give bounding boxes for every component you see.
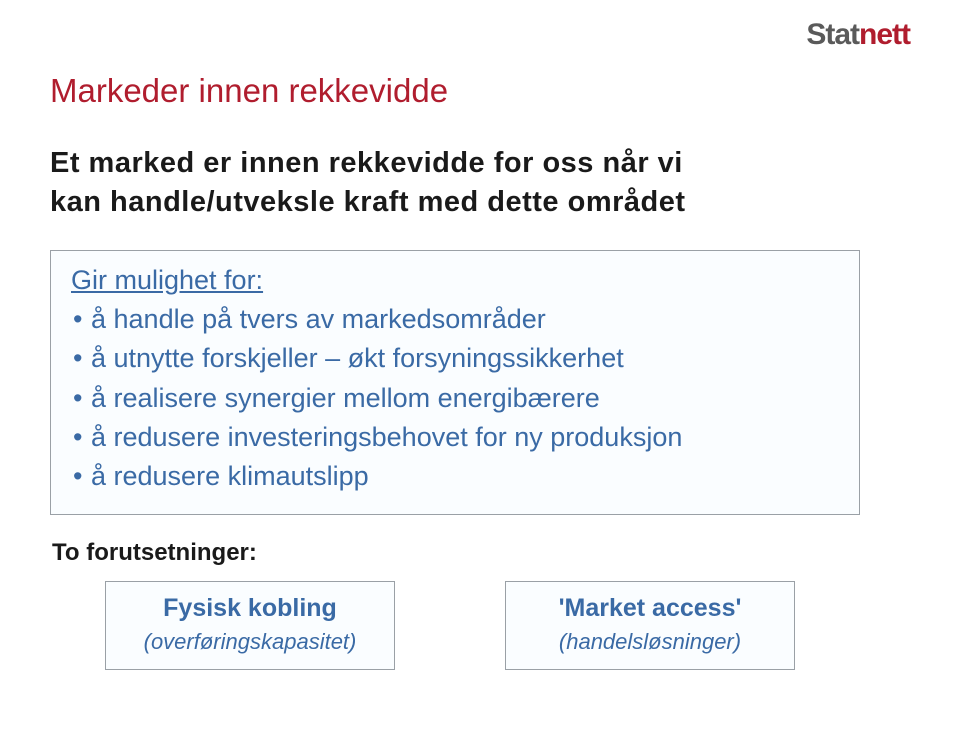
list-item: å utnytte forskjeller – økt forsyningssi… [73,339,839,378]
main-box-lead: Gir mulighet for: [71,265,839,296]
list-item: å realisere synergier mellom energibærer… [73,379,839,418]
list-item: å redusere klimautslipp [73,457,839,496]
prereq-box-left: Fysisk kobling (overføringskapasitet) [105,581,395,670]
prerequisite-boxes-row: Fysisk kobling (overføringskapasitet) 'M… [105,581,910,670]
prereq-left-sub: (overføringskapasitet) [116,629,384,655]
prerequisite-label: To forutsetninger: [52,539,910,567]
subtitle-line-2: kan handle/utveksle kraft med dette områ… [50,186,686,218]
page-subtitle: Et marked er innen rekkevidde for oss nå… [50,144,910,222]
logo-part-1: Stat [806,18,859,51]
page-title: Markeder innen rekkevidde [50,72,910,110]
prereq-right-title: 'Market access' [516,594,784,623]
prereq-box-right: 'Market access' (handelsløsninger) [505,581,795,670]
brand-logo: Statnett [806,18,910,52]
main-content-box: Gir mulighet for: å handle på tvers av m… [50,250,860,515]
bullet-list: å handle på tvers av markedsområder å ut… [71,300,839,496]
list-item: å redusere investeringsbehovet for ny pr… [73,418,839,457]
prereq-right-sub: (handelsløsninger) [516,629,784,655]
slide-root: Statnett Markeder innen rekkevidde Et ma… [0,0,960,736]
list-item: å handle på tvers av markedsområder [73,300,839,339]
prereq-left-title: Fysisk kobling [116,594,384,623]
subtitle-line-1: Et marked er innen rekkevidde for oss nå… [50,147,683,179]
logo-part-2: nett [859,18,910,51]
